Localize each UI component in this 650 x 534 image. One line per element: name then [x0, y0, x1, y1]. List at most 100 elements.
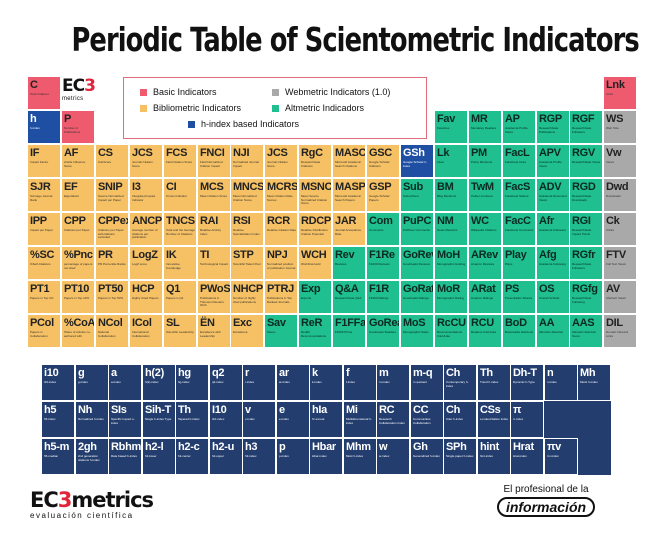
element-name: Field Normalized Citation Impact: [200, 161, 223, 168]
element-cell: P Number of Publications: [61, 110, 95, 144]
element-name: ResearchGate Following: [572, 297, 592, 304]
element-symbol: MASC: [335, 147, 366, 159]
element-cell: FCS Field Citation Score: [163, 144, 197, 178]
element-symbol: TNCS: [166, 215, 195, 227]
element-symbol: CSs: [480, 404, 501, 416]
element-cell: STP Scientific Talent Pool: [230, 246, 264, 280]
legend-swatch-webmetric: [272, 89, 279, 96]
element-symbol: Play: [505, 249, 527, 261]
element-symbol: RcCU: [437, 317, 466, 329]
element-cell: RGD ResearchGate Downloads: [569, 178, 603, 212]
element-name: Total and the Average Number of Citation…: [166, 229, 195, 236]
element-cell: NJI Normalized Journal Impact: [230, 144, 264, 178]
element-cell: m-q m quotient: [410, 364, 444, 401]
element-symbol: FNCI: [200, 147, 225, 159]
element-name: Normalized position of publication Journ…: [267, 263, 296, 270]
element-symbol: v: [245, 404, 251, 416]
element-name: PR Percentile Ranks: [98, 263, 126, 266]
element-name: n-index: [547, 381, 557, 384]
element-name: Crown Indicator: [166, 195, 188, 198]
legend-item-basic: Basic Indicators: [140, 87, 217, 97]
element-symbol: RGfr: [572, 249, 596, 261]
element-cell: FacC Facebook Comments: [502, 212, 536, 246]
element-symbol: FCS: [166, 147, 188, 159]
element-name: Readers CiteULike: [471, 331, 497, 334]
element-symbol: Rbhm: [111, 441, 141, 453]
element-symbol: h5: [44, 404, 57, 416]
element-cell: PWoS Publications in Thomson Reuters WoS: [197, 280, 231, 314]
element-cell: h h-index: [27, 110, 61, 144]
element-symbol: RGfg: [572, 283, 598, 295]
element-cell: r r-index: [242, 364, 276, 401]
element-symbol: h5-m: [44, 441, 70, 453]
element-name: r-index: [245, 381, 255, 384]
element-cell: i10 i10-index: [41, 364, 75, 401]
element-name: Number of highly cited publications: [233, 297, 257, 304]
element-cell: GoRev Goodreads Reviews: [400, 246, 434, 280]
element-name: ResearchGate Citations: [301, 161, 321, 168]
element-name: Academia Document Views: [539, 195, 567, 202]
element-symbol: C: [30, 79, 38, 91]
element-cell: NHCP Number of highly cited publications: [230, 280, 264, 314]
element-cell: RGfg ResearchGate Following: [569, 280, 603, 314]
element-symbol: Th: [178, 404, 191, 416]
element-symbol: Sub: [403, 181, 423, 193]
element-name: Papers in Collaboration: [30, 331, 48, 338]
element-symbol: FacL: [505, 147, 530, 159]
element-name: Average number of citations per publicat…: [132, 229, 158, 240]
element-symbol: Exp: [301, 283, 321, 295]
element-name: Article Influence Score: [64, 161, 86, 168]
element-symbol: f: [346, 367, 350, 379]
element-name: Journal Citation Score: [267, 161, 288, 168]
element-cell: BoD Bookmarks Delicious: [502, 314, 536, 348]
element-cell: RGP ResearchGate Publications: [536, 110, 570, 144]
element-name: Goodreads Reviews: [403, 263, 431, 266]
element-cell: g g-index: [75, 364, 109, 401]
element-name: Papers in Q1: [166, 297, 184, 300]
element-name: Academia Following: [539, 263, 566, 266]
element-symbol: SIs: [111, 404, 127, 416]
legend-swatch-basic: [140, 89, 147, 96]
element-name: Favorites: [437, 127, 450, 130]
element-name: Total Citations: [30, 93, 49, 96]
element-name: Academia Profile Views: [539, 161, 562, 168]
element-symbol: n: [547, 367, 554, 379]
element-cell: p p-index: [276, 438, 310, 475]
element-cell: Exp Exports: [298, 280, 332, 314]
element-name: Rate based h-index: [111, 455, 138, 458]
element-symbol: RCR: [267, 215, 290, 227]
element-symbol: m-q: [413, 367, 433, 379]
element-symbol: hg: [178, 367, 191, 379]
element-symbol: GSP: [369, 181, 392, 193]
element-name: Wikipedia Citations: [471, 229, 497, 232]
element-cell: Ck Clicks: [603, 212, 637, 246]
element-name: I10-index: [212, 418, 225, 421]
element-name: Exports: [301, 297, 312, 300]
element-cell: IK Innovative Knowledge: [163, 246, 197, 280]
element-symbol: Q1: [166, 283, 181, 295]
element-cell: HCP Highly Cited Papers: [129, 280, 163, 314]
element-cell: PT1 Papers in Top 1%: [27, 280, 61, 314]
element-name: F1000 Ratings: [369, 297, 389, 300]
element-cell: JAR Journal Acceptance Rate: [332, 212, 366, 246]
element-cell: Mi Multidimensional h-index: [343, 401, 377, 438]
element-cell: ARat Amazon Ratings: [468, 280, 502, 314]
element-symbol: q2: [212, 367, 225, 379]
element-cell: RGfr ResearchGate Followers: [569, 246, 603, 280]
element-cell: Q1 Papers in Q1: [163, 280, 197, 314]
element-cell: Mhm Most h-index: [343, 438, 377, 475]
element-name: Saves: [267, 331, 276, 334]
element-name: percentage of papers not cited: [64, 263, 93, 270]
element-cell: Hrat Hrat-index: [510, 438, 544, 475]
element-cell: AAS Altmetric Attention Score: [569, 314, 603, 348]
element-symbol: GoRat: [403, 283, 434, 295]
element-symbol: h(2): [145, 367, 164, 379]
element-cell: %Pnc percentage of papers not cited: [61, 246, 95, 280]
element-cell: m m-index: [376, 364, 410, 401]
element-symbol: π: [513, 404, 522, 416]
element-name: Comments: [369, 229, 384, 232]
element-symbol: PM: [471, 147, 487, 159]
element-cell: CI Crown Indicator: [163, 178, 197, 212]
footer-brand-rest: metrics: [71, 488, 154, 512]
element-name: Mean Citation Score: [200, 195, 228, 198]
